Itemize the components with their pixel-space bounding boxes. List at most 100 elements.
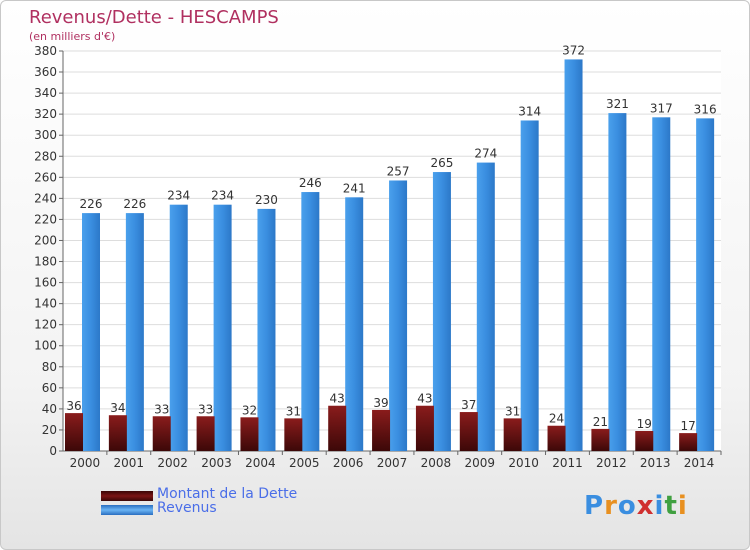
bar-revenus (476, 162, 495, 451)
logo-letter: x (636, 491, 655, 521)
proxiti-logo: Proxiti (584, 491, 688, 521)
legend-swatch-revenus (101, 505, 153, 515)
data-label-dette: 37 (461, 398, 476, 412)
data-label-dette: 31 (505, 404, 520, 418)
data-label-dette: 24 (549, 412, 564, 426)
bar-revenus (652, 117, 671, 451)
y-tick-label: 360 (34, 65, 57, 79)
y-tick-label: 100 (34, 339, 57, 353)
data-label-revenus: 246 (299, 176, 322, 190)
bar-revenus (301, 192, 320, 452)
bar-dette (635, 431, 654, 451)
bar-revenus (389, 180, 408, 451)
x-tick-label: 2014 (684, 456, 715, 470)
x-tick-label: 2008 (421, 456, 452, 470)
y-tick-label: 0 (49, 444, 57, 458)
x-tick-label: 2005 (289, 456, 320, 470)
data-label-revenus: 226 (80, 197, 103, 211)
y-tick-label: 180 (34, 255, 57, 269)
bar-revenus (608, 113, 627, 452)
data-label-revenus: 241 (343, 181, 366, 195)
y-tick-label: 280 (34, 149, 57, 163)
x-tick-label: 2011 (552, 456, 583, 470)
y-tick-label: 320 (34, 107, 57, 121)
y-tick-label: 300 (34, 128, 57, 142)
x-tick-label: 2004 (245, 456, 276, 470)
y-tick-label: 260 (34, 170, 57, 184)
data-label-revenus: 257 (387, 164, 410, 178)
bar-revenus (432, 172, 451, 452)
x-tick-label: 2010 (508, 456, 539, 470)
y-tick-label: 160 (34, 276, 57, 290)
x-tick-label: 2009 (464, 456, 495, 470)
bar-revenus (564, 59, 583, 451)
bar-revenus (257, 208, 276, 451)
data-label-dette: 39 (373, 396, 388, 410)
bar-revenus (520, 120, 539, 451)
bar-dette (415, 405, 434, 451)
bar-revenus (696, 118, 715, 452)
x-tick-label: 2002 (157, 456, 188, 470)
y-tick-label: 60 (42, 381, 57, 395)
bar-dette (591, 428, 610, 451)
data-label-dette: 19 (637, 417, 652, 431)
logo-letter: r (604, 491, 618, 521)
bar-dette (547, 425, 566, 451)
data-label-dette: 33 (198, 402, 213, 416)
y-tick-label: 340 (34, 86, 57, 100)
x-tick-label: 2000 (70, 456, 101, 470)
bar-dette (152, 416, 171, 451)
legend-label-revenus: Revenus (157, 500, 217, 516)
bar-dette (459, 412, 478, 451)
data-label-revenus: 274 (474, 147, 497, 161)
data-label-dette: 32 (242, 403, 257, 417)
bar-dette (196, 416, 215, 451)
data-label-dette: 43 (417, 392, 432, 406)
y-tick-label: 200 (34, 233, 57, 247)
bar-dette (372, 409, 391, 451)
logo-letter: o (617, 491, 637, 521)
bar-revenus (82, 213, 100, 451)
data-label-revenus: 234 (211, 189, 234, 203)
bar-revenus (345, 197, 364, 451)
bar-dette (284, 418, 303, 451)
bar-dette (679, 433, 698, 451)
data-label-revenus: 372 (562, 43, 585, 57)
bar-revenus (125, 213, 144, 451)
legend-label-dette: Montant de la Dette (157, 486, 298, 502)
bar-dette (328, 405, 347, 451)
data-label-revenus: 321 (606, 97, 629, 111)
data-label-revenus: 316 (694, 102, 717, 116)
data-label-dette: 34 (110, 401, 125, 415)
x-tick-label: 2013 (640, 456, 671, 470)
data-label-dette: 31 (286, 404, 301, 418)
y-tick-label: 220 (34, 212, 57, 226)
x-tick-label: 2003 (201, 456, 232, 470)
bar-dette (108, 415, 127, 451)
y-tick-label: 120 (34, 318, 57, 332)
data-label-dette: 36 (66, 399, 81, 413)
data-label-dette: 43 (330, 392, 345, 406)
data-label-revenus: 230 (255, 193, 278, 207)
y-tick-label: 20 (42, 423, 57, 437)
bar-dette (240, 417, 259, 451)
bar-revenus (169, 204, 188, 451)
logo-letter: i (677, 491, 688, 521)
data-label-dette: 17 (680, 419, 695, 433)
y-tick-label: 380 (34, 44, 57, 58)
data-label-dette: 33 (154, 402, 169, 416)
legend-swatch-dette (101, 491, 153, 501)
data-label-revenus: 226 (123, 197, 146, 211)
bar-dette (503, 418, 522, 451)
data-label-revenus: 265 (430, 156, 453, 170)
y-tick-label: 80 (42, 360, 57, 374)
bar-dette (65, 413, 83, 451)
x-tick-label: 2006 (333, 456, 364, 470)
x-tick-label: 2001 (114, 456, 145, 470)
y-tick-label: 140 (34, 297, 57, 311)
data-label-revenus: 314 (518, 104, 541, 118)
logo-letter: i (654, 491, 665, 521)
chart-title: Revenus/Dette - HESCAMPS (29, 7, 279, 28)
